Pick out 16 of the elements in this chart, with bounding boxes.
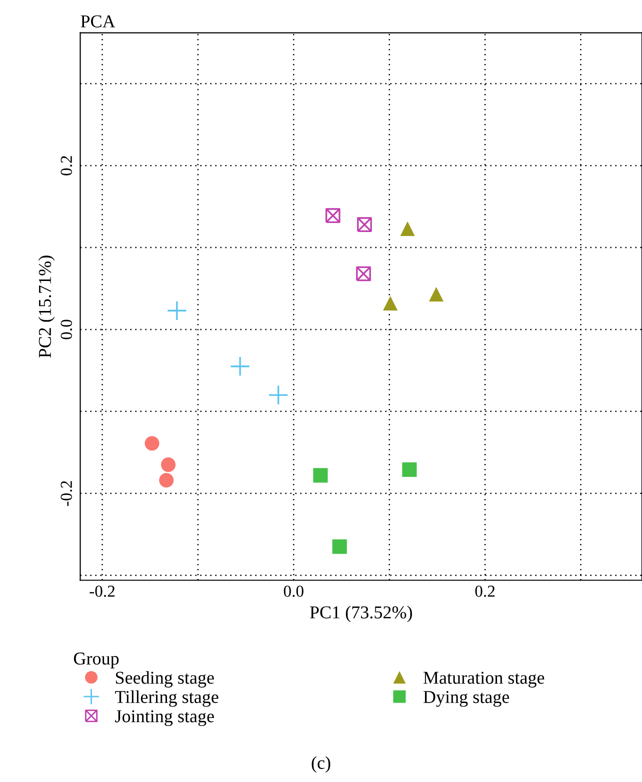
x-axis-title: PC1 (73.52%)	[310, 606, 412, 622]
legend-label: Jointing stage	[115, 710, 214, 726]
legend-label: Tillering stage	[115, 690, 218, 707]
legend-label: Dying stage	[423, 690, 510, 707]
x-tick-label: -0.2	[90, 586, 115, 597]
y-tick-label: -0.2	[60, 481, 72, 506]
x-tick-label: 0.2	[475, 586, 495, 597]
y-tick-label: 0.2	[60, 156, 72, 176]
y-axis-title: PC2 (15.71%)	[38, 256, 55, 358]
legend-label: Maturation stage	[423, 672, 544, 688]
x-tick-label: 0.0	[284, 586, 304, 597]
legend-title: Group	[74, 652, 119, 668]
y-tick-label: 0.0	[60, 320, 72, 340]
text: (c)	[312, 756, 330, 773]
chart-title: PCA	[80, 15, 116, 28]
legend-label: Seeding stage	[116, 671, 214, 688]
